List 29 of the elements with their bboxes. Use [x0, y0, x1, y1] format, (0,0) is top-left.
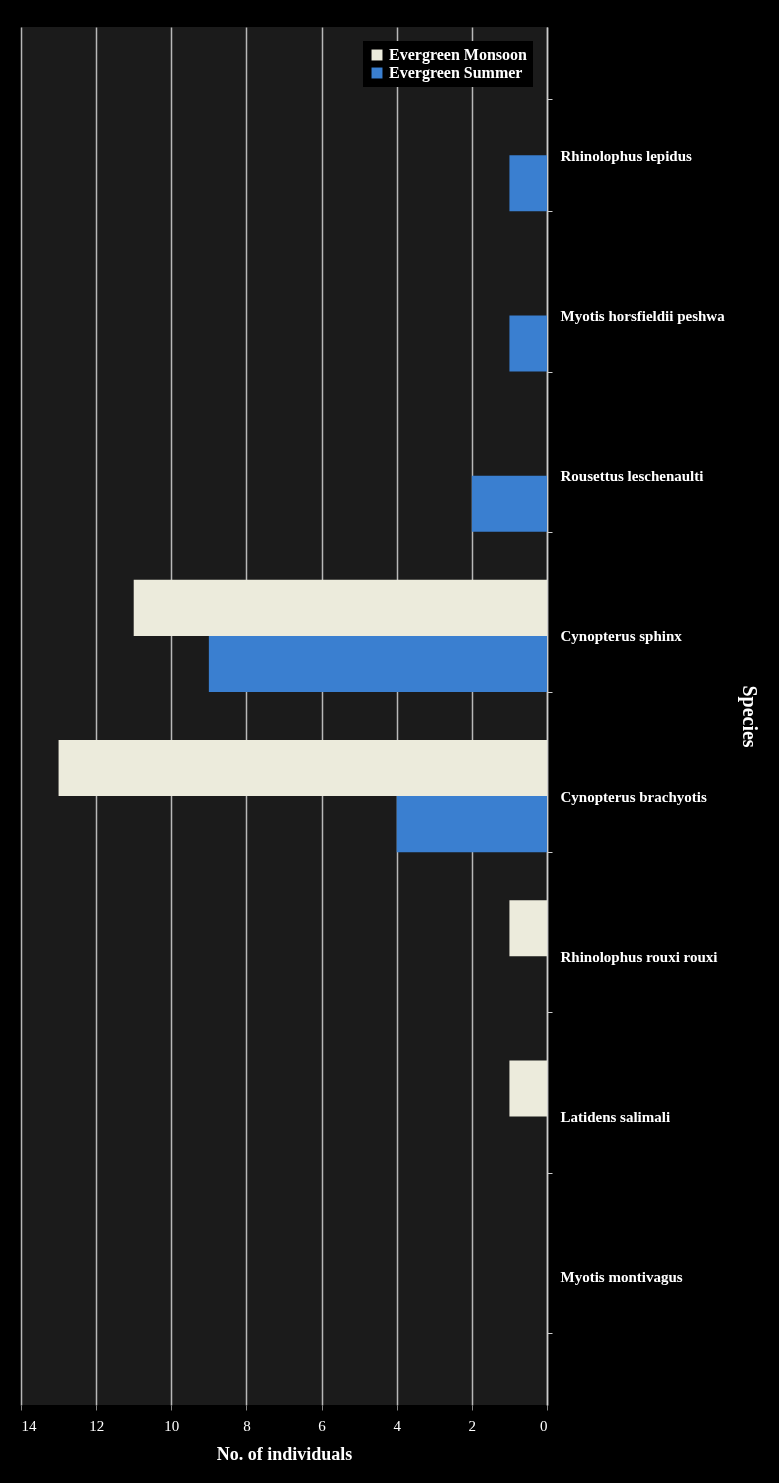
- x-tick-label: 2: [468, 1417, 477, 1434]
- bar: [396, 796, 547, 853]
- bar: [509, 315, 547, 372]
- x-tick-label: 8: [243, 1417, 251, 1434]
- y-tick-label: Rhinolophus lepidus: [560, 147, 692, 164]
- bar: [133, 579, 547, 636]
- y-axis-title: Species: [737, 685, 761, 748]
- y-tick-label: Cynopterus brachyotis: [560, 788, 707, 805]
- x-tick-label: 0: [540, 1417, 548, 1434]
- x-tick-label: 12: [89, 1417, 105, 1434]
- x-tick-label: 10: [164, 1417, 180, 1434]
- y-tick-label: Myotis horsfieldii peshwa: [560, 307, 726, 324]
- y-tick-label: Rhinolophus rouxi rouxi: [560, 948, 718, 965]
- y-tick-label: Latidens salimali: [560, 1109, 671, 1126]
- legend-label: Evergreen Summer: [389, 64, 523, 82]
- x-tick-label: 6: [318, 1417, 327, 1434]
- x-tick-label: 4: [393, 1417, 402, 1434]
- x-tick-label: 14: [21, 1417, 37, 1434]
- bar: [208, 635, 547, 692]
- y-tick-label: Myotis montivagus: [560, 1269, 683, 1286]
- bar: [509, 1060, 547, 1117]
- y-tick-label: Rousettus leschenaulti: [560, 468, 704, 485]
- bar: [509, 155, 547, 212]
- bar: [509, 900, 547, 957]
- x-axis-title: No. of individuals: [216, 1443, 353, 1464]
- bar: [58, 740, 547, 797]
- legend-label: Evergreen Monsoon: [389, 46, 528, 64]
- bar: [471, 475, 547, 532]
- y-tick-label: Cynopterus sphinx: [560, 628, 683, 645]
